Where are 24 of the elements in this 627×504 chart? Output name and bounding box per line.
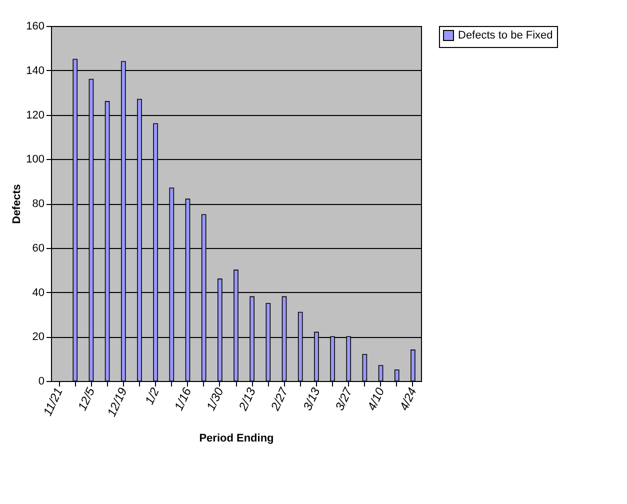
y-tick-label: 40 bbox=[32, 286, 44, 299]
x-tick-label: 11/21 bbox=[40, 386, 66, 418]
y-tick-label: 20 bbox=[32, 331, 44, 344]
x-tick-label: 1/2 bbox=[142, 385, 162, 407]
y-tick-label: 140 bbox=[26, 64, 44, 77]
y-tick-label: 160 bbox=[26, 20, 44, 32]
y-axis-title: Defects bbox=[11, 184, 24, 224]
y-tick-label: 0 bbox=[38, 376, 44, 388]
x-axis-title: Period Ending bbox=[199, 432, 274, 444]
y-tick-label: 60 bbox=[32, 242, 44, 254]
x-tick-label: 1/30 bbox=[204, 385, 226, 413]
x-tick-label: 1/16 bbox=[172, 385, 194, 413]
x-tick-label: 4/24 bbox=[396, 385, 420, 413]
y-tick-label: 120 bbox=[26, 109, 44, 122]
legend-label: Defects to be Fixed bbox=[458, 30, 553, 42]
x-tick-label: 2/13 bbox=[235, 385, 259, 414]
y-tick-label: 80 bbox=[32, 198, 44, 210]
x-tick-label: 12/5 bbox=[75, 385, 98, 413]
y-tick-label: 100 bbox=[26, 154, 44, 166]
x-tick-label: 12/19 bbox=[104, 385, 130, 419]
x-tick-label: 4/10 bbox=[364, 385, 388, 413]
x-tick-label: 3/27 bbox=[332, 384, 356, 413]
x-tick-label: 2/27 bbox=[268, 384, 292, 414]
x-tick-label: 3/13 bbox=[300, 385, 323, 413]
